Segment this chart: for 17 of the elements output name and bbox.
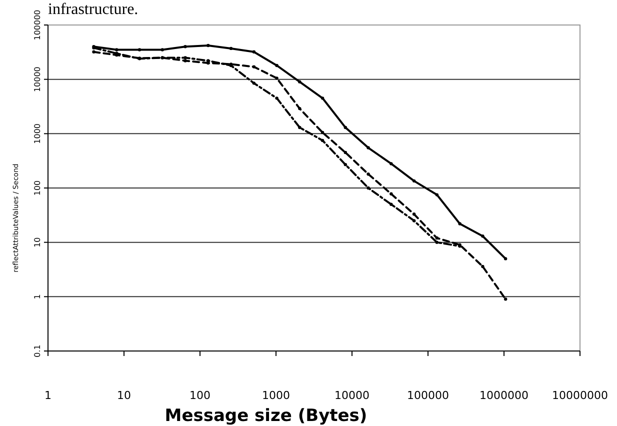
x-tick-label: 100 bbox=[190, 389, 210, 402]
y-tick-label: 10 bbox=[33, 237, 42, 248]
x-tick-label: 10 bbox=[117, 389, 131, 402]
y-tick-label: 0.1 bbox=[33, 344, 42, 358]
x-tick-label: 1000000 bbox=[480, 389, 528, 402]
x-tick-label: 10000000 bbox=[552, 389, 608, 402]
x-tick-label: 100000 bbox=[407, 389, 449, 402]
y-tick-label: 1000 bbox=[33, 123, 42, 144]
x-tick-label: 1 bbox=[44, 389, 52, 402]
y-tick-label: 100000 bbox=[33, 10, 42, 40]
y-tick-label: 1 bbox=[33, 294, 42, 300]
x-axis-title: Message size (Bytes) bbox=[164, 406, 368, 426]
x-tick-label: 10000 bbox=[334, 389, 370, 402]
x-tick-label: 1000 bbox=[262, 389, 290, 402]
text: infrastructure. bbox=[48, 1, 138, 18]
y-tick-label: 100 bbox=[33, 180, 42, 196]
y-tick-label: 10000 bbox=[33, 66, 42, 92]
